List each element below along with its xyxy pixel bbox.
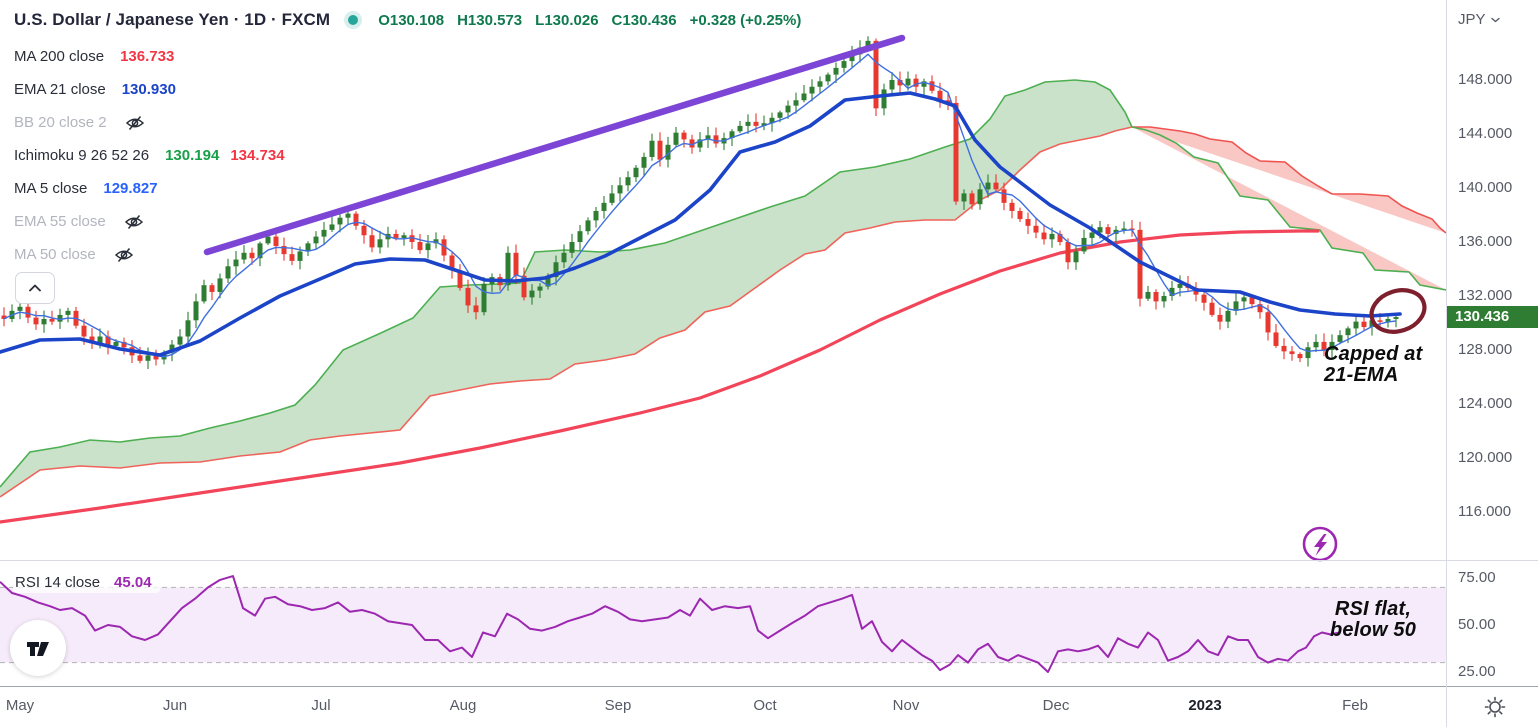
- eye-slash-icon: [114, 247, 133, 262]
- legend-collapse-button[interactable]: [15, 272, 55, 304]
- ohlc-low: L130.026: [535, 11, 599, 29]
- ohlc-close: C130.436: [611, 11, 677, 29]
- legend-row[interactable]: EMA 55 close: [14, 205, 296, 238]
- visibility-toggle[interactable]: [114, 247, 134, 263]
- visibility-toggle[interactable]: [125, 115, 145, 131]
- legend-row-label: MA 50 close: [14, 246, 96, 263]
- indicator-legend: MA 200 close 136.733 EMA 21 close 130.930 BB…: [14, 40, 296, 271]
- legend-row[interactable]: MA 5 close 129.827: [14, 172, 296, 205]
- price-tick: 120.000: [1458, 449, 1513, 466]
- price-tick: 148.000: [1458, 71, 1513, 88]
- legend-row-value: 129.827: [103, 180, 158, 197]
- price-tick: 116.000: [1458, 503, 1512, 520]
- ohlc-high: H130.573: [457, 11, 523, 29]
- legend-row-label: EMA 55 close: [14, 213, 106, 230]
- legend-row-value: 134.734: [230, 147, 285, 164]
- legend-row-value: 130.930: [121, 81, 176, 98]
- rsi-tick: 25.00: [1458, 663, 1496, 680]
- annotation-line: 21-EMA: [1324, 364, 1399, 386]
- price-axis[interactable]: JPY 148.000 144.000 140.000 136.000 132.000 1…: [1447, 0, 1538, 686]
- chevron-down-icon: [1490, 17, 1500, 22]
- legend-row[interactable]: MA 50 close: [14, 238, 296, 271]
- price-tick: 124.000: [1458, 395, 1513, 412]
- lightning-icon: [1302, 526, 1338, 562]
- price-tick: 140.000: [1458, 179, 1513, 196]
- chevron-up-icon: [29, 284, 41, 292]
- ohlc-change: +0.328 (+0.25%): [689, 11, 802, 29]
- ellipse-drawing: [1369, 288, 1427, 334]
- symbol-title[interactable]: U.S. Dollar / Japanese Yen · 1D · FXCM: [14, 10, 331, 29]
- annotation-line: RSI flat,: [1334, 598, 1412, 620]
- time-tick-2023: 2023: [1188, 697, 1222, 714]
- legend-row[interactable]: Ichimoku 9 26 52 26 130.194 134.734: [14, 139, 296, 172]
- legend-row[interactable]: BB 20 close 2: [14, 106, 296, 139]
- tradingview-logo[interactable]: [10, 620, 66, 676]
- visibility-toggle[interactable]: [124, 214, 144, 230]
- legend-row[interactable]: EMA 21 close 130.930: [14, 73, 296, 106]
- time-tick-Aug: Aug: [449, 697, 477, 714]
- trendline-drawing: [203, 34, 906, 256]
- capped-at-ema-annotation: Capped at 21-EMA: [1324, 344, 1422, 386]
- ohlc-readout: O130.108 H130.573 L130.026 C130.436 +0.3…: [378, 12, 801, 29]
- eye-slash-icon: [124, 214, 143, 229]
- legend-row-value: 130.194: [165, 147, 220, 164]
- rsi-legend-value: 45.04: [114, 574, 152, 591]
- price-tick: 128.000: [1458, 341, 1513, 358]
- rsi-flat-annotation: RSI flat, below 50: [1300, 599, 1446, 641]
- price-tick: 136.000: [1458, 233, 1513, 250]
- price-tick: 132.000: [1458, 287, 1513, 304]
- pane-separator[interactable]: [0, 560, 1538, 561]
- ohlc-open: O130.108: [378, 11, 445, 29]
- last-price-tag: 130.436: [1447, 306, 1538, 329]
- time-tick-Jul: Jul: [311, 697, 331, 714]
- rsi-band: [0, 587, 1446, 663]
- rsi-legend[interactable]: RSI 14 close 45.04: [13, 572, 160, 593]
- legend-row-label: EMA 21 close: [14, 81, 106, 98]
- eye-slash-icon: [125, 115, 144, 130]
- time-axis[interactable]: May Jun Jul Aug Sep Oct Nov Dec 2023 Feb: [0, 687, 1538, 727]
- time-tick-Dec: Dec: [1042, 697, 1070, 714]
- legend-row-label: BB 20 close 2: [14, 114, 107, 131]
- legend-row-label: MA 200 close: [14, 48, 105, 65]
- rsi-tick: 50.00: [1458, 616, 1496, 633]
- chart-header: U.S. Dollar / Japanese Yen · 1D · FXCM O…: [14, 10, 801, 30]
- rsi-tick: 75.00: [1458, 569, 1496, 586]
- legend-row-value: 136.733: [120, 48, 175, 65]
- legend-row[interactable]: MA 200 close 136.733: [14, 40, 296, 73]
- time-axis-separator: [0, 686, 1538, 687]
- market-status-dot-icon[interactable]: [348, 15, 359, 25]
- time-tick-Jun: Jun: [162, 697, 188, 714]
- timezone-settings-button[interactable]: [1482, 694, 1508, 720]
- rsi-legend-label: RSI 14 close: [15, 574, 101, 591]
- tradingview-logo-icon: [27, 642, 49, 656]
- gear-icon: [1484, 696, 1506, 718]
- time-tick-Feb: Feb: [1342, 697, 1368, 714]
- annotation-line: Capped at: [1324, 343, 1423, 365]
- legend-row-label: Ichimoku 9 26 52 26: [14, 147, 150, 164]
- time-tick-May: May: [5, 697, 35, 714]
- time-tick-Oct: Oct: [753, 697, 777, 714]
- legend-row-label: MA 5 close: [14, 180, 88, 197]
- price-axis-separator: [1446, 0, 1447, 727]
- time-tick-Sep: Sep: [604, 697, 632, 714]
- rsi-line: [0, 575, 1341, 673]
- price-tick: 144.000: [1458, 125, 1513, 142]
- currency-label: JPY: [1458, 11, 1486, 28]
- annotation-line: below 50: [1329, 619, 1417, 641]
- price-chart-canvas[interactable]: [0, 0, 1446, 686]
- time-tick-Nov: Nov: [892, 697, 920, 714]
- currency-selector[interactable]: JPY: [1458, 11, 1500, 28]
